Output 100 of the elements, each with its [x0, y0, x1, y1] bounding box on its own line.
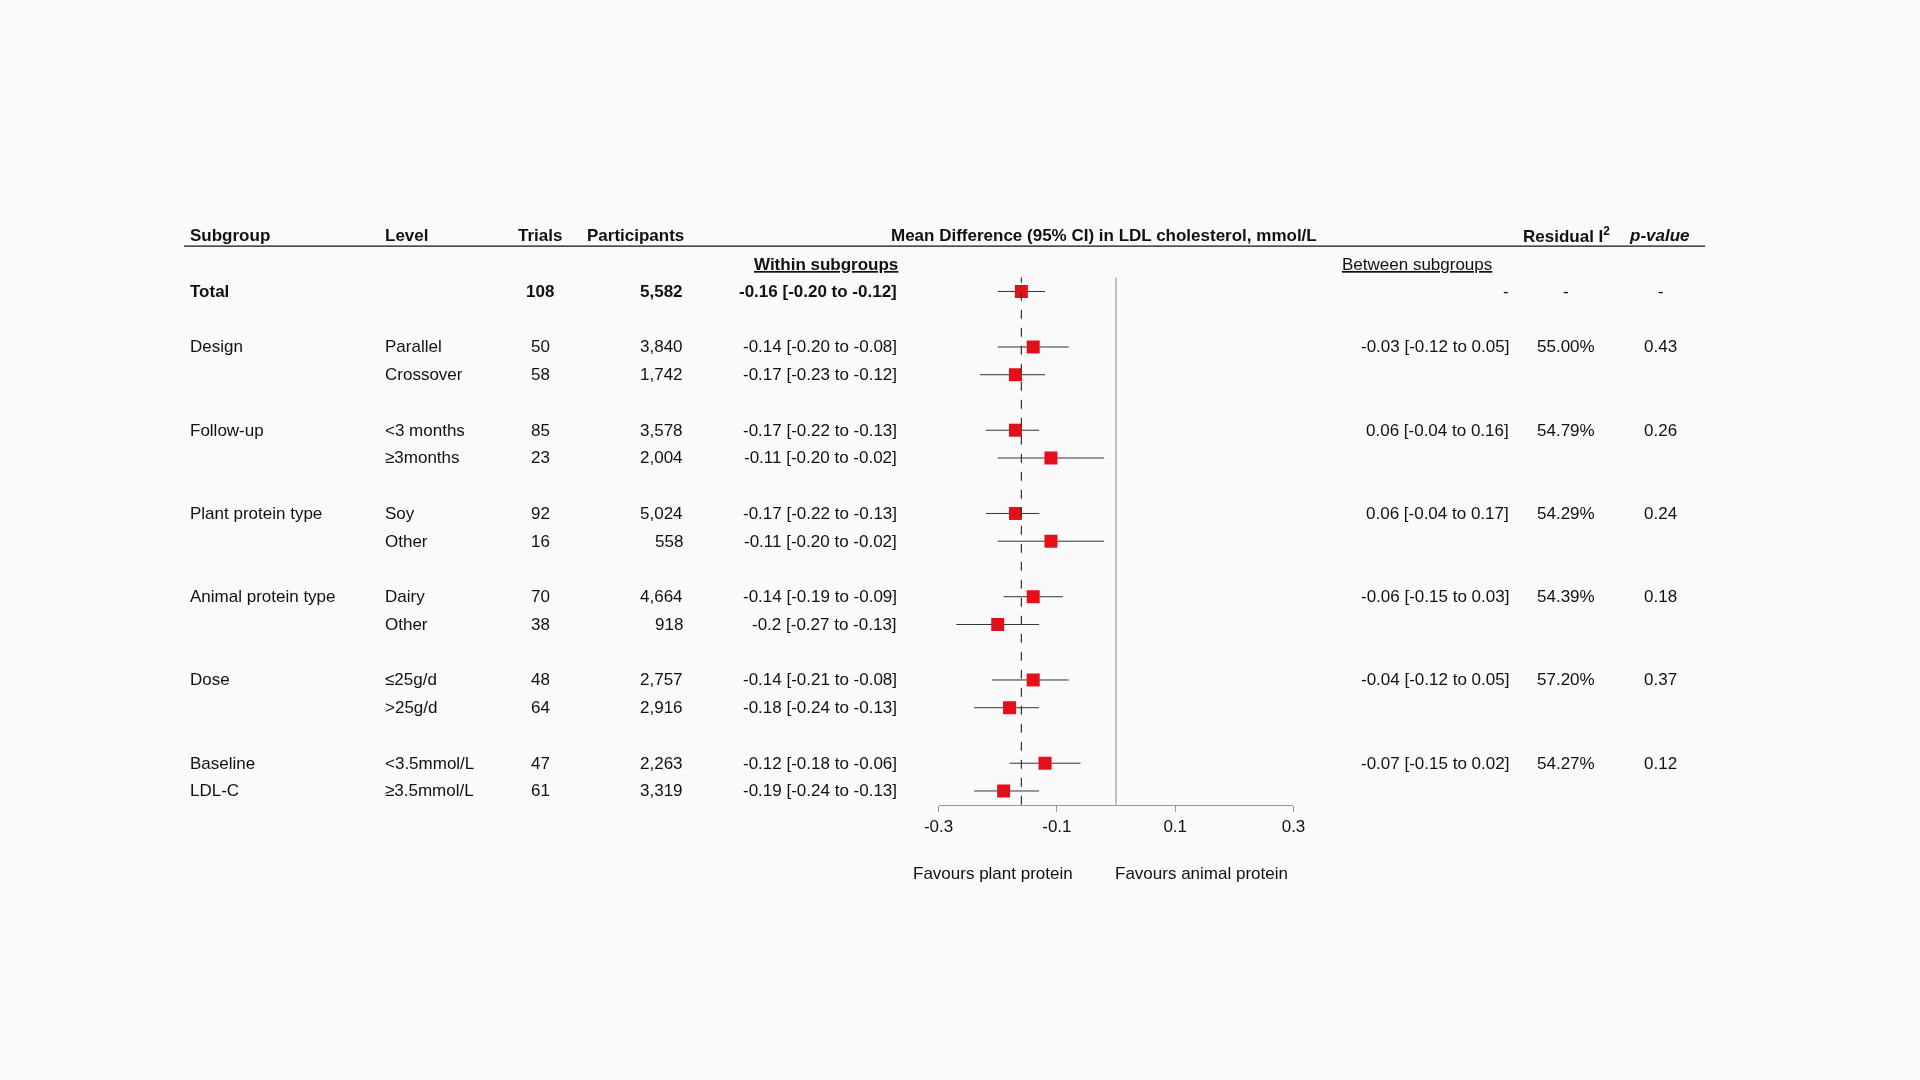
- point: [1008, 368, 1022, 382]
- category-label: 85: [531, 421, 550, 440]
- category-label: 61: [531, 781, 550, 800]
- point: [1003, 701, 1017, 715]
- category-label: Dose: [190, 670, 230, 689]
- point: [997, 784, 1011, 798]
- x-tick-label: 0.3: [1281, 817, 1306, 837]
- data-label: -0.12 [-0.18 to -0.06]: [743, 754, 898, 773]
- category-label: 5,582: [640, 282, 683, 301]
- data-label: -0.14 [-0.20 to -0.08]: [743, 337, 898, 356]
- data-label: -0.19 [-0.24 to -0.13]: [743, 781, 898, 800]
- data-label: -0.11 [-0.20 to -0.02]: [744, 532, 897, 551]
- category-label: ≤25g/d: [385, 670, 437, 689]
- category-label: 3,840: [640, 337, 683, 356]
- category-label: Other: [385, 532, 428, 551]
- category-label: 558: [655, 532, 684, 551]
- point: [1014, 284, 1028, 298]
- category-label: 54.39%: [1537, 587, 1595, 606]
- category-label: 47: [531, 754, 550, 773]
- category-label: 0.12: [1644, 754, 1678, 773]
- category-label: 48: [531, 670, 550, 689]
- category-label: 0.06 [-0.04 to 0.17]: [1366, 504, 1509, 523]
- point: [1044, 534, 1058, 548]
- chart-title: Mean Difference (95% CI) in LDL cholesterol, mmol/L: [891, 226, 1317, 245]
- point: [1026, 673, 1040, 687]
- category-label: 2,263: [640, 754, 683, 773]
- category-label: ≥3months: [385, 448, 460, 467]
- data-label: -0.17 [-0.22 to -0.13]: [743, 421, 898, 440]
- data-label: -0.17 [-0.22 to -0.13]: [743, 504, 898, 523]
- category-label: Dairy: [385, 587, 426, 606]
- text: Trials: [518, 226, 563, 245]
- category-label: 92: [531, 504, 550, 523]
- data-label: -0.14 [-0.19 to -0.09]: [743, 587, 898, 606]
- category-label: 4,664: [640, 587, 683, 606]
- text: Within subgroups: [754, 255, 899, 274]
- category-label: >25g/d: [385, 698, 438, 717]
- category-label: Plant protein type: [190, 504, 323, 523]
- point: [1044, 451, 1058, 465]
- category-label: -0.04 [-0.12 to 0.05]: [1361, 670, 1510, 689]
- category-label: 918: [655, 615, 684, 634]
- category-label: 16: [531, 532, 550, 551]
- point: [1026, 590, 1040, 604]
- category-label: 5,024: [640, 504, 683, 523]
- text: Favours animal protein: [1115, 864, 1288, 883]
- text: Between subgroups: [1342, 255, 1493, 274]
- category-label: 0.24: [1644, 504, 1678, 523]
- data-label: -0.14 [-0.21 to -0.08]: [743, 670, 898, 689]
- x-tick-label: -0.3: [923, 817, 954, 837]
- text: Favours plant protein: [913, 864, 1073, 883]
- category-label: 0.26: [1644, 421, 1678, 440]
- category-label: Crossover: [385, 365, 463, 384]
- point: [991, 617, 1005, 631]
- category-label: Parallel: [385, 337, 442, 356]
- data-label: -0.18 [-0.24 to -0.13]: [743, 698, 898, 717]
- x-tick-label: -0.1: [1042, 817, 1072, 837]
- category-label: 1,742: [640, 365, 683, 384]
- category-label: -0.07 [-0.15 to 0.02]: [1361, 754, 1510, 773]
- category-label: <3.5mmol/L: [385, 754, 475, 773]
- category-label: 0.37: [1644, 670, 1678, 689]
- category-label: ≥3.5mmol/L: [385, 781, 474, 800]
- text: Level: [385, 226, 429, 245]
- category-label: <3 months: [385, 421, 465, 440]
- point: [1038, 756, 1052, 770]
- category-label: 108: [526, 282, 555, 301]
- point: [1008, 423, 1022, 437]
- category-label: 3,578: [640, 421, 683, 440]
- text: Residual I$^{2}$: [1523, 224, 1611, 247]
- category-label: 0.43: [1644, 337, 1678, 356]
- category-label: Design: [190, 337, 243, 356]
- category-label: Soy: [385, 504, 415, 523]
- category-label: 70: [531, 587, 550, 606]
- category-label: 54.27%: [1537, 754, 1595, 773]
- category-label: -0.03 [-0.12 to 0.05]: [1361, 337, 1510, 356]
- category-label: 38: [531, 615, 550, 634]
- category-label: Baseline: [190, 754, 256, 773]
- category-label: -: [1563, 282, 1569, 301]
- category-label: 50: [531, 337, 550, 356]
- category-label: 54.79%: [1537, 421, 1595, 440]
- data-label: -0.2 [-0.27 to -0.13]: [752, 615, 897, 634]
- category-label: LDL-C: [190, 781, 240, 800]
- category-label: Total: [190, 282, 230, 301]
- category-label: 57.20%: [1537, 670, 1595, 689]
- category-label: 54.29%: [1537, 504, 1595, 523]
- x-tick-label: 0.1: [1163, 817, 1188, 837]
- category-label: 0.06 [-0.04 to 0.16]: [1366, 421, 1509, 440]
- data-label: -0.11 [-0.20 to -0.02]: [744, 448, 897, 467]
- text: p-value: [1629, 226, 1690, 245]
- category-label: Animal protein type: [190, 587, 336, 606]
- category-label: 58: [531, 365, 550, 384]
- category-label: 64: [531, 698, 550, 717]
- category-label: 2,916: [640, 698, 683, 717]
- category-label: Follow-up: [190, 421, 264, 440]
- category-label: Other: [385, 615, 428, 634]
- category-label: -0.06 [-0.15 to 0.03]: [1361, 587, 1510, 606]
- category-label: 3,319: [640, 781, 683, 800]
- text: Participants: [587, 226, 685, 245]
- category-label: 0.18: [1644, 587, 1678, 606]
- category-label: -: [1658, 282, 1664, 301]
- category-label: 2,757: [640, 670, 683, 689]
- data-label: -0.17 [-0.23 to -0.12]: [743, 365, 898, 384]
